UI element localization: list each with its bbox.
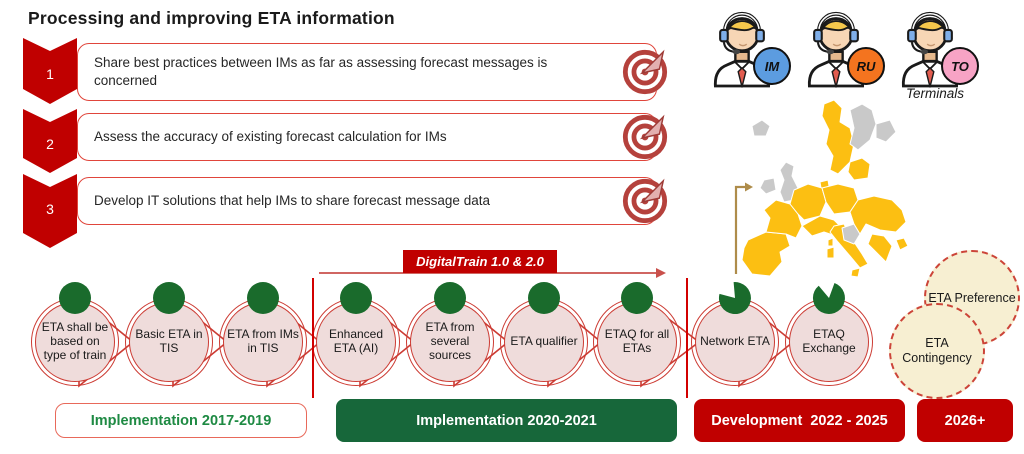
extra-label: ETA Preference bbox=[928, 290, 1016, 305]
timeline-node: Basic ETA in TIS bbox=[129, 302, 209, 382]
phase-bar: Implementation 2017-2019 bbox=[55, 403, 307, 438]
target-icon bbox=[621, 113, 669, 161]
step-chevron-icon bbox=[23, 109, 77, 173]
step-number: 2 bbox=[46, 136, 54, 152]
step-text: Develop IT solutions that help IMs to sh… bbox=[94, 193, 490, 208]
digitaltrain-banner: DigitalTrain 1.0 & 2.0 bbox=[403, 250, 557, 273]
page-title: Processing and improving ETA information bbox=[28, 8, 395, 28]
step-text: Assess the accuracy of existing forecast… bbox=[94, 129, 447, 144]
phase-bar: Implementation 2020-2021 bbox=[336, 399, 677, 442]
europe-map bbox=[700, 99, 962, 288]
milestone-dot-icon bbox=[621, 282, 653, 314]
timeline-arrow bbox=[314, 265, 674, 281]
milestone-dot-icon bbox=[434, 282, 466, 314]
milestone-dot-icon bbox=[59, 282, 91, 314]
node-label: ETAQ Exchange bbox=[802, 327, 856, 355]
node-label: Network ETA bbox=[700, 334, 770, 349]
milestone-partial-icon bbox=[717, 280, 753, 321]
step-box: Share best practices between IMs as far … bbox=[77, 43, 657, 101]
milestone-dot-icon bbox=[247, 282, 279, 314]
node-label: ETA from IMs in TIS bbox=[227, 327, 299, 355]
actor-badge: IM bbox=[753, 47, 791, 85]
node-label: ETAQ for all ETAs bbox=[604, 327, 670, 355]
timeline-node: ETA shall be based on type of train bbox=[35, 302, 115, 382]
step-box: Assess the accuracy of existing forecast… bbox=[77, 113, 657, 161]
support-agent-icon bbox=[892, 8, 968, 93]
step-chevron-icon bbox=[23, 38, 77, 104]
extra-eta-circle: ETA Contingency bbox=[889, 303, 985, 399]
phase-separator bbox=[686, 278, 688, 398]
timeline-node: Enhanced ETA (AI) bbox=[316, 302, 396, 382]
map-arrow bbox=[726, 180, 754, 276]
phase-label: 2026+ bbox=[944, 412, 986, 429]
timeline-node: ETA from several sources bbox=[410, 302, 490, 382]
phase-separator bbox=[312, 278, 314, 398]
phase-label: Implementation 2017-2019 bbox=[90, 412, 272, 429]
phase-bar: Development 2022 - 2025 bbox=[694, 399, 905, 442]
milestone-partial-icon bbox=[811, 280, 847, 321]
actor-badge: TO bbox=[941, 47, 979, 85]
target-icon bbox=[621, 48, 669, 96]
step-chevron-icon bbox=[23, 174, 77, 248]
phase-label: Development 2022 - 2025 bbox=[711, 412, 888, 429]
timeline-node: ETAQ for all ETAs bbox=[597, 302, 677, 382]
actor-badge: RU bbox=[847, 47, 885, 85]
extra-label: ETA Contingency bbox=[902, 336, 972, 365]
step-number: 3 bbox=[46, 201, 54, 217]
timeline-node: ETA from IMs in TIS bbox=[223, 302, 303, 382]
support-agent-icon bbox=[704, 8, 780, 93]
node-label: ETA qualifier bbox=[510, 334, 578, 349]
node-label: Basic ETA in TIS bbox=[135, 327, 203, 355]
target-icon bbox=[621, 177, 669, 225]
step-number: 1 bbox=[46, 66, 54, 82]
terminals-caption: Terminals bbox=[905, 86, 965, 101]
node-label: Enhanced ETA (AI) bbox=[328, 327, 384, 355]
step-box: Develop IT solutions that help IMs to sh… bbox=[77, 177, 657, 225]
milestone-dot-icon bbox=[528, 282, 560, 314]
step-text: Share best practices between IMs as far … bbox=[94, 55, 548, 88]
node-label: ETA shall be based on type of train bbox=[41, 320, 109, 362]
phase-label: Implementation 2020-2021 bbox=[416, 412, 597, 429]
node-label: ETA from several sources bbox=[425, 320, 475, 362]
milestone-dot-icon bbox=[340, 282, 372, 314]
timeline-node: ETA qualifier bbox=[504, 302, 584, 382]
milestone-dot-icon bbox=[153, 282, 185, 314]
phase-bar: 2026+ bbox=[917, 399, 1013, 442]
